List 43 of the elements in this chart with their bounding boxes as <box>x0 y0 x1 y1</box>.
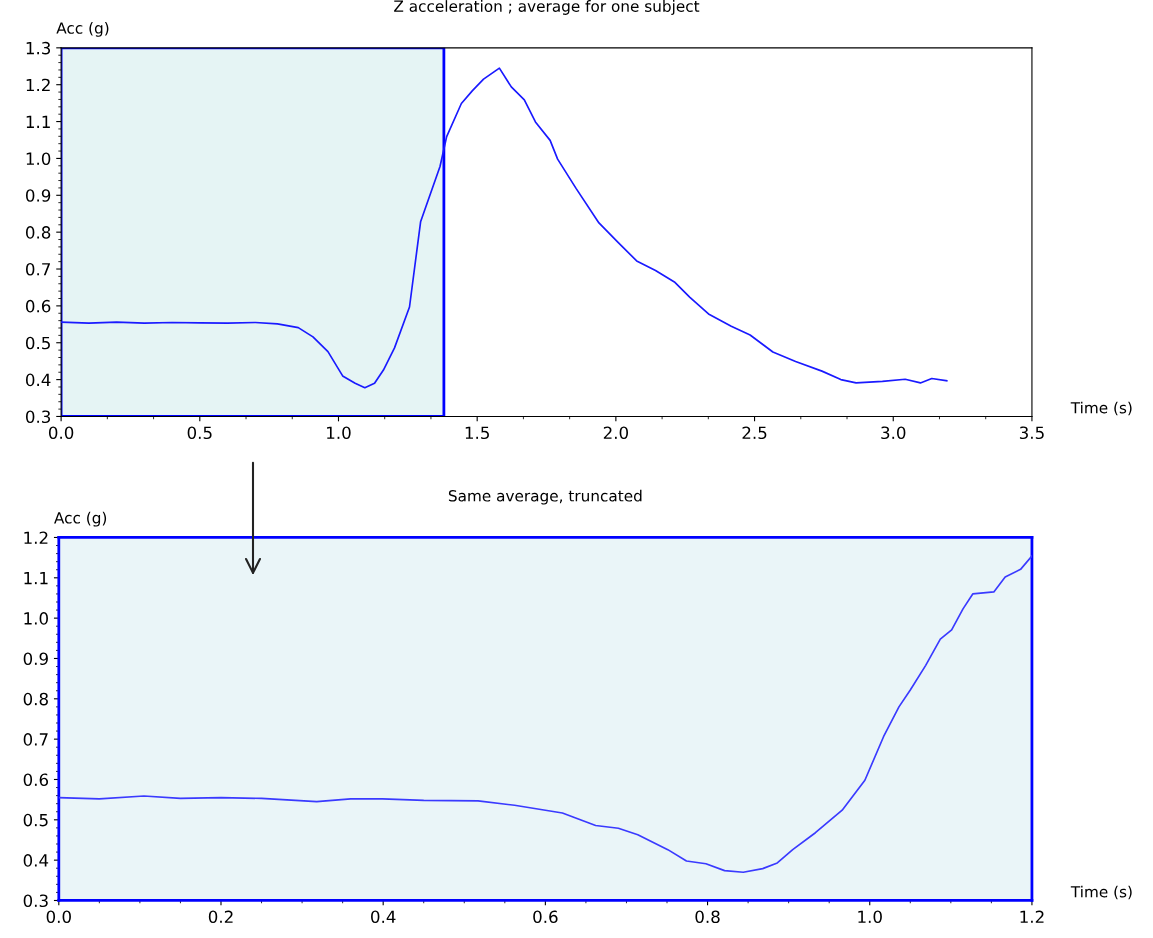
y-tick-label: 0.6 <box>25 299 51 313</box>
x-axis-title: Time (s) <box>1070 401 1132 416</box>
x-tick-label: 2.0 <box>603 426 629 440</box>
chart-title: Z acceleration ; average for one subject <box>394 0 700 15</box>
y-tick-label: 0.7 <box>25 262 50 276</box>
y-tick-label: 0.5 <box>25 336 50 350</box>
x-tick-label: 0.8 <box>695 910 720 924</box>
x-tick-label: 1.2 <box>1020 910 1044 923</box>
y-tick-label: 0.4 <box>25 373 51 387</box>
y-tick-label: 0.8 <box>25 226 51 239</box>
x-tick-label: 0.0 <box>48 426 74 440</box>
x-tick-label: 1.5 <box>465 426 489 440</box>
y-tick-label: 1.1 <box>24 571 48 585</box>
y-tick-label: 0.9 <box>23 652 48 666</box>
x-tick-label: 2.5 <box>742 426 767 440</box>
y-tick-label: 0.4 <box>23 854 49 867</box>
y-tick-label: 0.5 <box>23 813 48 827</box>
x-tick-label: 0.2 <box>208 910 233 924</box>
y-tick-label: 0.3 <box>23 894 48 908</box>
y-tick-label: 1.0 <box>26 152 51 165</box>
y-tick-label: 0.6 <box>23 773 49 787</box>
x-tick-label: 1.0 <box>858 910 882 924</box>
line-series <box>61 67 948 389</box>
y-tick-label: 0.7 <box>23 733 48 746</box>
x-tick-label: 3.0 <box>881 426 906 440</box>
y-axis-title: Acc (g) <box>56 22 109 37</box>
x-tick-label: 0.5 <box>187 426 212 440</box>
x-axis-title: Time (s) <box>1070 885 1132 900</box>
y-tick-label: 1.3 <box>26 41 51 55</box>
x-tick-label: 0.6 <box>533 910 558 924</box>
x-tick-label: 3.5 <box>1019 426 1044 440</box>
x-tick-label: 0.4 <box>371 910 396 924</box>
x-tick-label: 0.0 <box>46 910 71 924</box>
y-axis-title: Acc (g) <box>54 511 107 527</box>
y-tick-label: 0.8 <box>23 692 48 706</box>
y-tick-label: 1.0 <box>24 612 48 625</box>
y-tick-label: 0.3 <box>25 410 51 424</box>
y-tick-label: 0.9 <box>25 189 51 202</box>
y-tick-label: 1.2 <box>24 531 48 544</box>
y-tick-label: 1.2 <box>26 78 50 92</box>
x-tick-label: 1.0 <box>327 426 351 440</box>
y-tick-label: 1.1 <box>26 115 50 128</box>
chart-title: Same average, truncated <box>448 489 642 505</box>
